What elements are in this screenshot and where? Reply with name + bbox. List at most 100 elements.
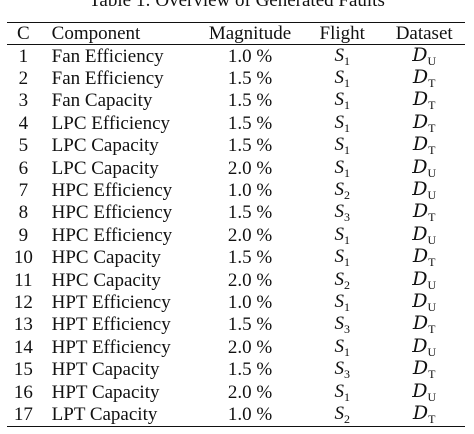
cell-dataset: DU bbox=[383, 178, 465, 203]
table-row: 1 Fan Efficiency 1.0 % S1 DU bbox=[7, 45, 465, 68]
flight-symbol: S bbox=[334, 89, 344, 111]
flight-subscript: 3 bbox=[343, 322, 350, 337]
dataset-subscript: U bbox=[427, 232, 437, 247]
cell-component: HPT Capacity bbox=[51, 359, 160, 381]
dataset-subscript: T bbox=[428, 120, 436, 135]
flight-symbol: S bbox=[334, 335, 344, 357]
cell-c: 7 bbox=[18, 180, 29, 202]
flight-subscript: 2 bbox=[343, 411, 350, 426]
cell-magnitude: 1.0 % bbox=[227, 291, 273, 313]
dataset-subscript: U bbox=[427, 53, 437, 68]
cell-c: 8 bbox=[18, 202, 29, 224]
flight-subscript: 1 bbox=[343, 232, 350, 247]
cell-component: Fan Efficiency bbox=[51, 68, 164, 90]
dataset-symbol: D bbox=[412, 178, 428, 201]
cell-flight: S1 bbox=[301, 157, 383, 179]
flight-subscript: 1 bbox=[343, 165, 350, 180]
dataset-symbol: D bbox=[412, 289, 428, 312]
cell-magnitude: 1.0 % bbox=[227, 45, 273, 67]
dataset-symbol: D bbox=[412, 357, 429, 380]
dataset-subscript: U bbox=[427, 165, 437, 180]
cell-c: 16 bbox=[13, 381, 33, 403]
dataset-symbol: D bbox=[412, 245, 429, 268]
table-row: 13 HPT Efficiency 1.5 % S3 DT bbox=[7, 314, 465, 336]
flight-subscript: 2 bbox=[343, 188, 350, 203]
flight-symbol: S bbox=[334, 111, 344, 133]
dataset-subscript: T bbox=[428, 367, 436, 382]
header-row: C Component Magnitude Flight Dataset bbox=[7, 22, 465, 45]
dataset-subscript: U bbox=[427, 344, 437, 359]
cell-component: Fan Capacity bbox=[51, 90, 153, 112]
cell-c: 4 bbox=[18, 112, 29, 134]
flight-subscript: 1 bbox=[343, 255, 350, 270]
flight-symbol: S bbox=[334, 223, 344, 245]
header-magnitude: Magnitude bbox=[198, 22, 302, 45]
cell-dataset: DT bbox=[383, 112, 465, 134]
flight-subscript: 1 bbox=[343, 389, 350, 404]
cell-magnitude: 2.0 % bbox=[227, 269, 273, 291]
cell-c: 12 bbox=[13, 291, 33, 313]
cell-c: 14 bbox=[13, 336, 33, 358]
cell-dataset: DU bbox=[383, 381, 465, 403]
cell-flight: S1 bbox=[301, 45, 383, 68]
cell-dataset: DT bbox=[383, 314, 465, 336]
flight-symbol: S bbox=[334, 246, 344, 268]
cell-magnitude: 2.0 % bbox=[227, 224, 273, 246]
flight-subscript: 1 bbox=[343, 120, 350, 135]
cell-c: 15 bbox=[13, 359, 33, 381]
cell-flight: S2 bbox=[301, 269, 383, 291]
cell-flight: S2 bbox=[301, 402, 384, 427]
flight-symbol: S bbox=[334, 313, 344, 335]
flight-subscript: 1 bbox=[343, 98, 350, 113]
dataset-subscript: T bbox=[428, 255, 436, 270]
dataset-subscript: T bbox=[428, 98, 436, 113]
cell-flight: S3 bbox=[301, 358, 383, 380]
dataset-symbol: D bbox=[412, 312, 429, 335]
cell-c: 6 bbox=[18, 157, 29, 179]
cell-flight: S1 bbox=[301, 224, 383, 246]
cell-dataset: DU bbox=[383, 224, 465, 246]
dataset-subscript: T bbox=[428, 143, 436, 158]
cell-magnitude: 1.0 % bbox=[198, 403, 302, 427]
dataset-subscript: T bbox=[428, 411, 436, 426]
dataset-symbol: D bbox=[412, 43, 428, 66]
table-row: 6 LPC Capacity 2.0 % S1 DU bbox=[7, 157, 465, 179]
dataset-subscript: T bbox=[428, 76, 436, 91]
cell-flight: S1 bbox=[301, 381, 383, 403]
cell-component: HPC Efficiency bbox=[51, 224, 173, 246]
dataset-subscript: U bbox=[427, 389, 437, 404]
cell-dataset: DT bbox=[383, 90, 465, 112]
flight-subscript: 3 bbox=[343, 367, 350, 382]
cell-flight: S1 bbox=[301, 67, 383, 89]
dataset-subscript: U bbox=[427, 299, 437, 314]
flight-symbol: S bbox=[334, 402, 344, 424]
dataset-symbol: D bbox=[412, 155, 428, 178]
cell-component: LPC Capacity bbox=[51, 157, 159, 179]
header-component: Component bbox=[39, 22, 199, 45]
dataset-subscript: U bbox=[427, 188, 437, 203]
header-flight: Flight bbox=[301, 22, 384, 45]
cell-magnitude: 1.5 % bbox=[227, 135, 273, 157]
cell-dataset: DU bbox=[383, 291, 465, 313]
cell-c: 2 bbox=[18, 68, 29, 90]
flight-symbol: S bbox=[334, 201, 344, 223]
cell-magnitude: 1.5 % bbox=[227, 202, 273, 224]
dataset-subscript: T bbox=[428, 210, 436, 225]
cell-component: HPT Efficiency bbox=[51, 291, 171, 313]
header-dataset: Dataset bbox=[383, 22, 465, 45]
dataset-symbol: D bbox=[412, 401, 429, 424]
cell-magnitude: 1.5 % bbox=[227, 314, 273, 336]
table-row: 8 HPC Efficiency 1.5 % S3 DT bbox=[7, 202, 465, 224]
cell-dataset: DU bbox=[383, 269, 465, 291]
cell-c: 17 bbox=[7, 403, 40, 427]
flight-symbol: S bbox=[334, 44, 344, 66]
cell-dataset: DT bbox=[383, 67, 465, 91]
cell-flight: S1 bbox=[301, 112, 383, 134]
cell-magnitude: 2.0 % bbox=[227, 157, 273, 179]
table-body: 1 Fan Efficiency 1.0 % S1 DU 2 Fan Efficiency 1… bbox=[7, 45, 465, 427]
cell-flight: S3 bbox=[301, 202, 383, 224]
cell-component: LPC Efficiency bbox=[51, 112, 171, 134]
dataset-subscript: T bbox=[428, 322, 436, 337]
cell-magnitude: 1.5 % bbox=[227, 68, 273, 90]
cell-dataset: DT bbox=[383, 202, 465, 224]
